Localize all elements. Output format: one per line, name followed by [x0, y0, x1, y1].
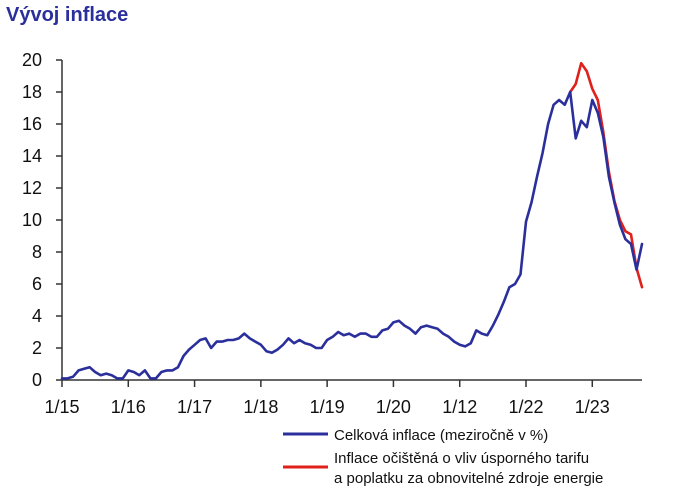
legend-label-series-2-line-2: a poplatku za obnovitelné zdroje energie — [334, 470, 603, 487]
y-tick-label: 0 — [32, 370, 42, 390]
x-tick-label: 1/15 — [44, 397, 79, 417]
y-tick-label: 2 — [32, 338, 42, 358]
x-axis-ticks: 1/15 1/16 1/17 1/18 1/19 1/20 1/12 1/22 1/23 — [44, 380, 610, 417]
x-tick-label: 1/19 — [310, 397, 345, 417]
series-line-2 — [568, 61, 644, 289]
legend-label-series-2-line-1: Inflace očištěná o vliv úsporného tarifu — [334, 450, 589, 467]
legend: Celková inflace (meziročně v %) Inflace … — [283, 427, 603, 487]
series-lines — [60, 61, 644, 380]
axes — [61, 60, 642, 381]
series-line-1 — [60, 90, 644, 380]
chart-title: Vývoj inflace — [6, 4, 129, 26]
y-tick-label: 4 — [32, 306, 42, 326]
y-axis-ticks: 0 2 4 6 8 10 12 14 16 18 20 — [22, 50, 62, 390]
x-tick-label: 1/12 — [442, 397, 477, 417]
legend-label-series-1: Celková inflace (meziročně v %) — [334, 427, 548, 444]
y-tick-label: 20 — [22, 50, 42, 70]
x-tick-label: 1/22 — [508, 397, 543, 417]
y-tick-label: 12 — [22, 178, 42, 198]
x-tick-label: 1/18 — [243, 397, 278, 417]
y-tick-label: 16 — [22, 114, 42, 134]
y-tick-label: 18 — [22, 82, 42, 102]
y-tick-label: 8 — [32, 242, 42, 262]
x-tick-label: 1/16 — [111, 397, 146, 417]
y-tick-label: 14 — [22, 146, 42, 166]
x-tick-label: 1/23 — [575, 397, 610, 417]
y-tick-label: 10 — [22, 210, 42, 230]
y-tick-label: 6 — [32, 274, 42, 294]
x-tick-label: 1/20 — [376, 397, 411, 417]
x-tick-label: 1/17 — [177, 397, 212, 417]
